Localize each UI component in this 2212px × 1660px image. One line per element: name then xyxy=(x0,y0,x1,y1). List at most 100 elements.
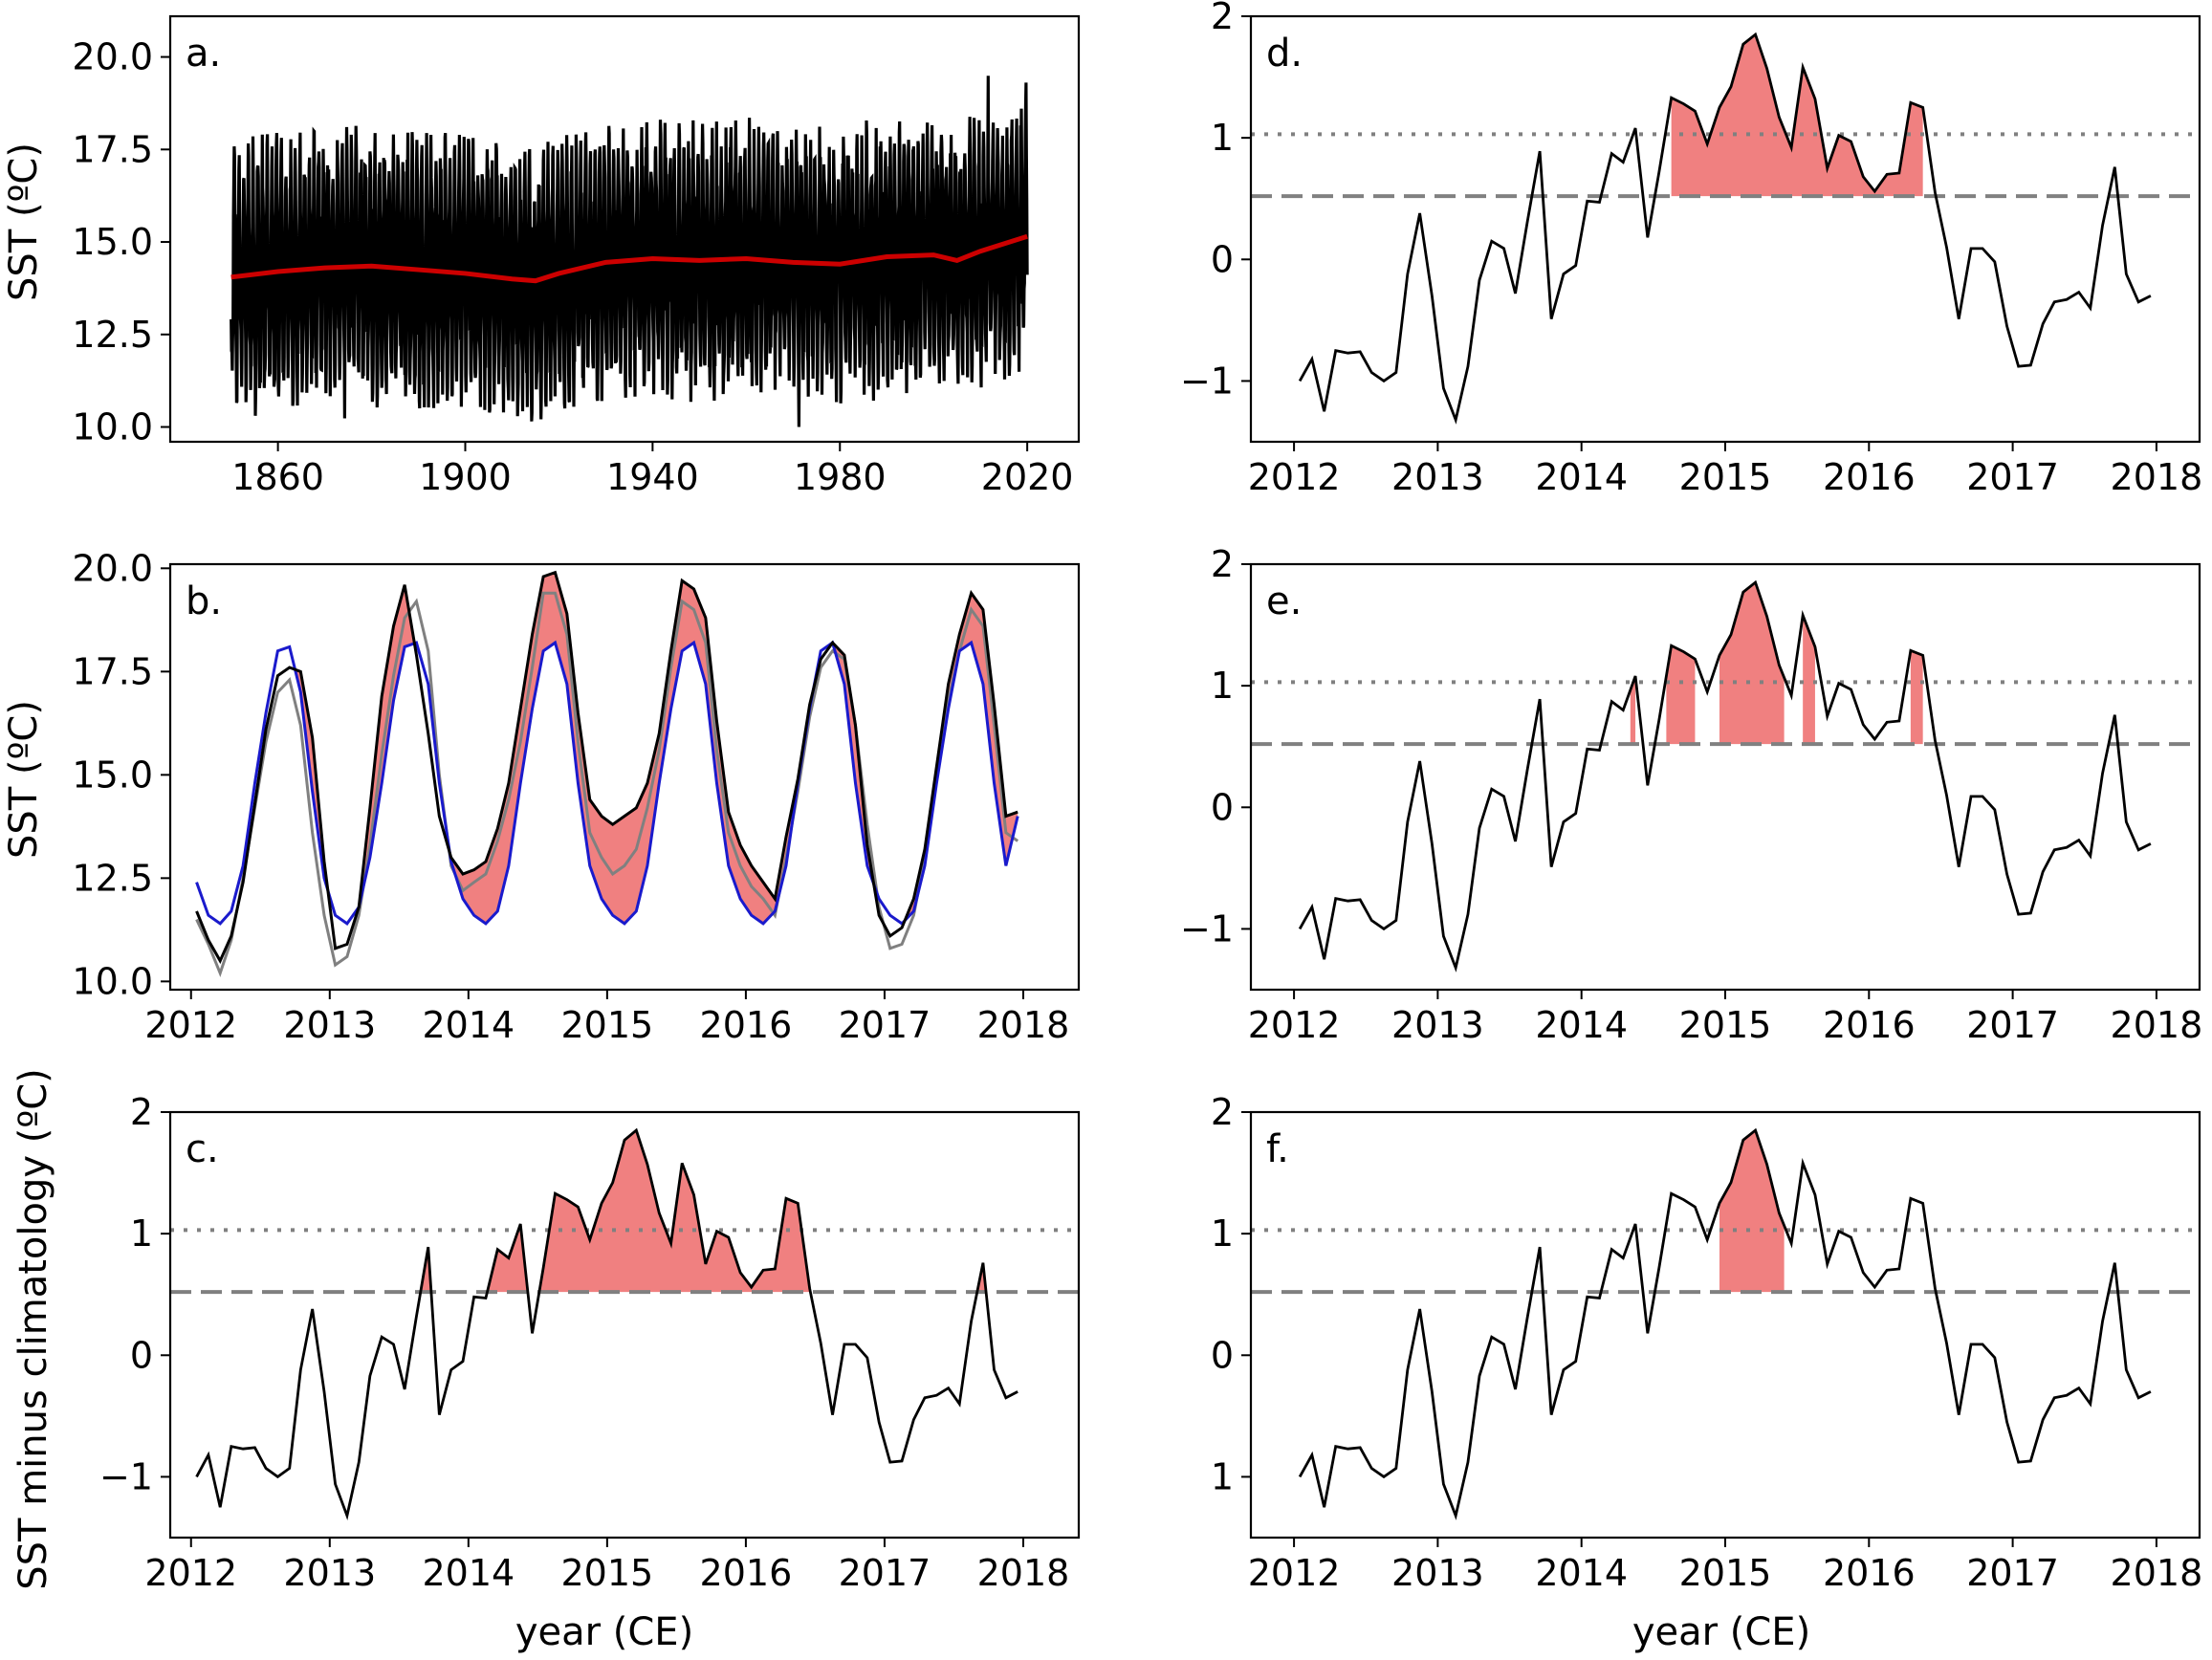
x-tick-label: 1860 xyxy=(231,456,324,498)
y-axis-label-anomaly: SST minus climatology (ºC) xyxy=(11,1068,55,1589)
plot-frame xyxy=(168,14,1081,444)
panel-e: 2012 2013 2014 2015 2016 2017 2018 −1 0 1 2 e. xyxy=(1180,543,2202,1046)
x-tick-label: 2013 xyxy=(1391,1552,1484,1594)
panel-d: 2012 2013 2014 2015 2016 2017 2018 −1 0 1 2 d. xyxy=(1180,0,2202,498)
plot-frame xyxy=(1249,562,2201,992)
anomaly-fill xyxy=(1910,650,1923,745)
panel-label-a: a. xyxy=(186,32,221,76)
anomaly-fill xyxy=(1630,675,1636,745)
x-tick-label: 2014 xyxy=(422,1004,515,1046)
x-tick-label: 2013 xyxy=(283,1552,376,1594)
anomaly-fill xyxy=(1803,615,1815,745)
x-tick-label: 2014 xyxy=(1535,456,1628,498)
x-tick-label: 2018 xyxy=(2111,1004,2203,1046)
panel-label-f: f. xyxy=(1266,1127,1289,1171)
y-tick-label: −1 xyxy=(99,1455,153,1497)
y-tick-label: 2 xyxy=(1211,543,1234,585)
x-tick-label: 2018 xyxy=(977,1552,1070,1594)
x-tick-label: 2018 xyxy=(2111,1552,2203,1594)
anomaly-fill xyxy=(538,1130,811,1293)
plot-frame xyxy=(1249,1110,2201,1540)
x-tick-label: 2016 xyxy=(700,1552,793,1594)
plot-frame xyxy=(168,562,1081,992)
x-tick-label: 2012 xyxy=(144,1004,237,1046)
x-tick-label: 2017 xyxy=(1966,1552,2059,1594)
y-tick-label: 12.5 xyxy=(72,857,153,899)
anomaly-fill xyxy=(1719,1130,1785,1293)
anomaly-line xyxy=(1298,32,2152,425)
y-tick-label: 10.0 xyxy=(72,406,153,448)
y-tick-label: 20.0 xyxy=(72,547,153,589)
x-tick-label: 2012 xyxy=(1248,1552,1341,1594)
x-tick-label: 2014 xyxy=(422,1552,515,1594)
y-tick-label: 15.0 xyxy=(72,754,153,796)
x-tick-label: 2018 xyxy=(977,1004,1070,1046)
climatology-line xyxy=(195,591,1019,978)
x-tick-label: 2016 xyxy=(1823,456,1916,498)
y-tick-label: 2 xyxy=(130,1091,153,1133)
exceedance-fill xyxy=(449,572,814,924)
y-tick-label: −1 xyxy=(1180,907,1234,950)
x-tick-label: 2015 xyxy=(561,1004,654,1046)
y-tick-label: 17.5 xyxy=(72,650,153,692)
x-tick-label: 2015 xyxy=(1679,456,1772,498)
panel-b: 2012 2013 2014 2015 2016 2017 2018 10.0 12.5 15.0… xyxy=(72,547,1081,1046)
anomaly-fill xyxy=(1719,582,1785,745)
y-tick-label: 2 xyxy=(1211,0,1234,37)
x-tick-label: 2015 xyxy=(1679,1004,1772,1046)
threshold-line xyxy=(195,640,1019,926)
anomaly-line xyxy=(1298,579,2152,972)
y-tick-label: 10.0 xyxy=(72,960,153,1002)
x-axis-label-left: year (CE) xyxy=(515,1610,693,1654)
plot-frame xyxy=(1249,14,2201,444)
y-tick-label: −1 xyxy=(1180,360,1234,402)
x-tick-label: 2015 xyxy=(1679,1552,1772,1594)
y-tick-label: 20.0 xyxy=(72,36,153,78)
panel-f: 2012 2013 2014 2015 2016 2017 2018 1 0 1 2 f. xyxy=(1211,1091,2202,1594)
y-axis-label-sst-b: SST (ºC) xyxy=(2,700,46,859)
x-tick-label: 1940 xyxy=(606,456,699,498)
panel-label-e: e. xyxy=(1266,579,1302,623)
y-tick-label: 1 xyxy=(1211,117,1234,159)
observed-sst-line xyxy=(195,570,1018,965)
x-tick-label: 2014 xyxy=(1535,1004,1628,1046)
y-tick-label: 1 xyxy=(130,1212,153,1255)
x-tick-label: 2016 xyxy=(1823,1552,1916,1594)
panel-label-d: d. xyxy=(1266,32,1303,76)
x-tick-label: 2013 xyxy=(283,1004,376,1046)
y-tick-label: 1 xyxy=(1211,1455,1234,1497)
x-tick-label: 2017 xyxy=(839,1004,931,1046)
x-tick-label: 2013 xyxy=(1391,456,1484,498)
y-tick-label: 17.5 xyxy=(72,128,153,170)
y-tick-label: 15.0 xyxy=(72,221,153,263)
y-tick-label: 1 xyxy=(1211,665,1234,707)
x-tick-label: 2017 xyxy=(1966,1004,2059,1046)
x-tick-label: 2016 xyxy=(1823,1004,1916,1046)
y-tick-label: 12.5 xyxy=(72,314,153,356)
x-tick-label: 2015 xyxy=(561,1552,654,1594)
y-axis-label-sst-a: SST (ºC) xyxy=(2,142,46,301)
y-tick-label: 0 xyxy=(1211,786,1234,828)
smoothed-trend-line xyxy=(230,233,1028,284)
y-tick-label: 0 xyxy=(1211,238,1234,280)
y-tick-label: 0 xyxy=(1211,1334,1234,1376)
x-tick-label: 2012 xyxy=(144,1552,237,1594)
x-tick-label: 2018 xyxy=(2111,456,2203,498)
exceedance-fill xyxy=(832,643,874,885)
x-tick-label: 1980 xyxy=(794,456,887,498)
panel-label-b: b. xyxy=(186,579,222,623)
x-tick-label: 2020 xyxy=(981,456,1074,498)
x-tick-label: 1900 xyxy=(419,456,512,498)
x-tick-label: 2016 xyxy=(700,1004,793,1046)
plot-frame xyxy=(168,1110,1081,1540)
y-tick-label: 2 xyxy=(1211,1091,1234,1133)
x-axis-label-right: year (CE) xyxy=(1632,1610,1810,1654)
anomaly-line xyxy=(195,1127,1018,1521)
x-tick-label: 2012 xyxy=(1248,1004,1341,1046)
panel-c: 2012 2013 2014 2015 2016 2017 2018 −1 0 1 2 c. xyxy=(99,1091,1081,1594)
x-tick-label: 2017 xyxy=(1966,456,2059,498)
x-tick-label: 2017 xyxy=(839,1552,931,1594)
panel-a: 1860 1900 1940 1980 2020 10.0 12.5 15.0 17.5 20.0… xyxy=(72,14,1081,498)
anomaly-fill xyxy=(1666,645,1696,745)
